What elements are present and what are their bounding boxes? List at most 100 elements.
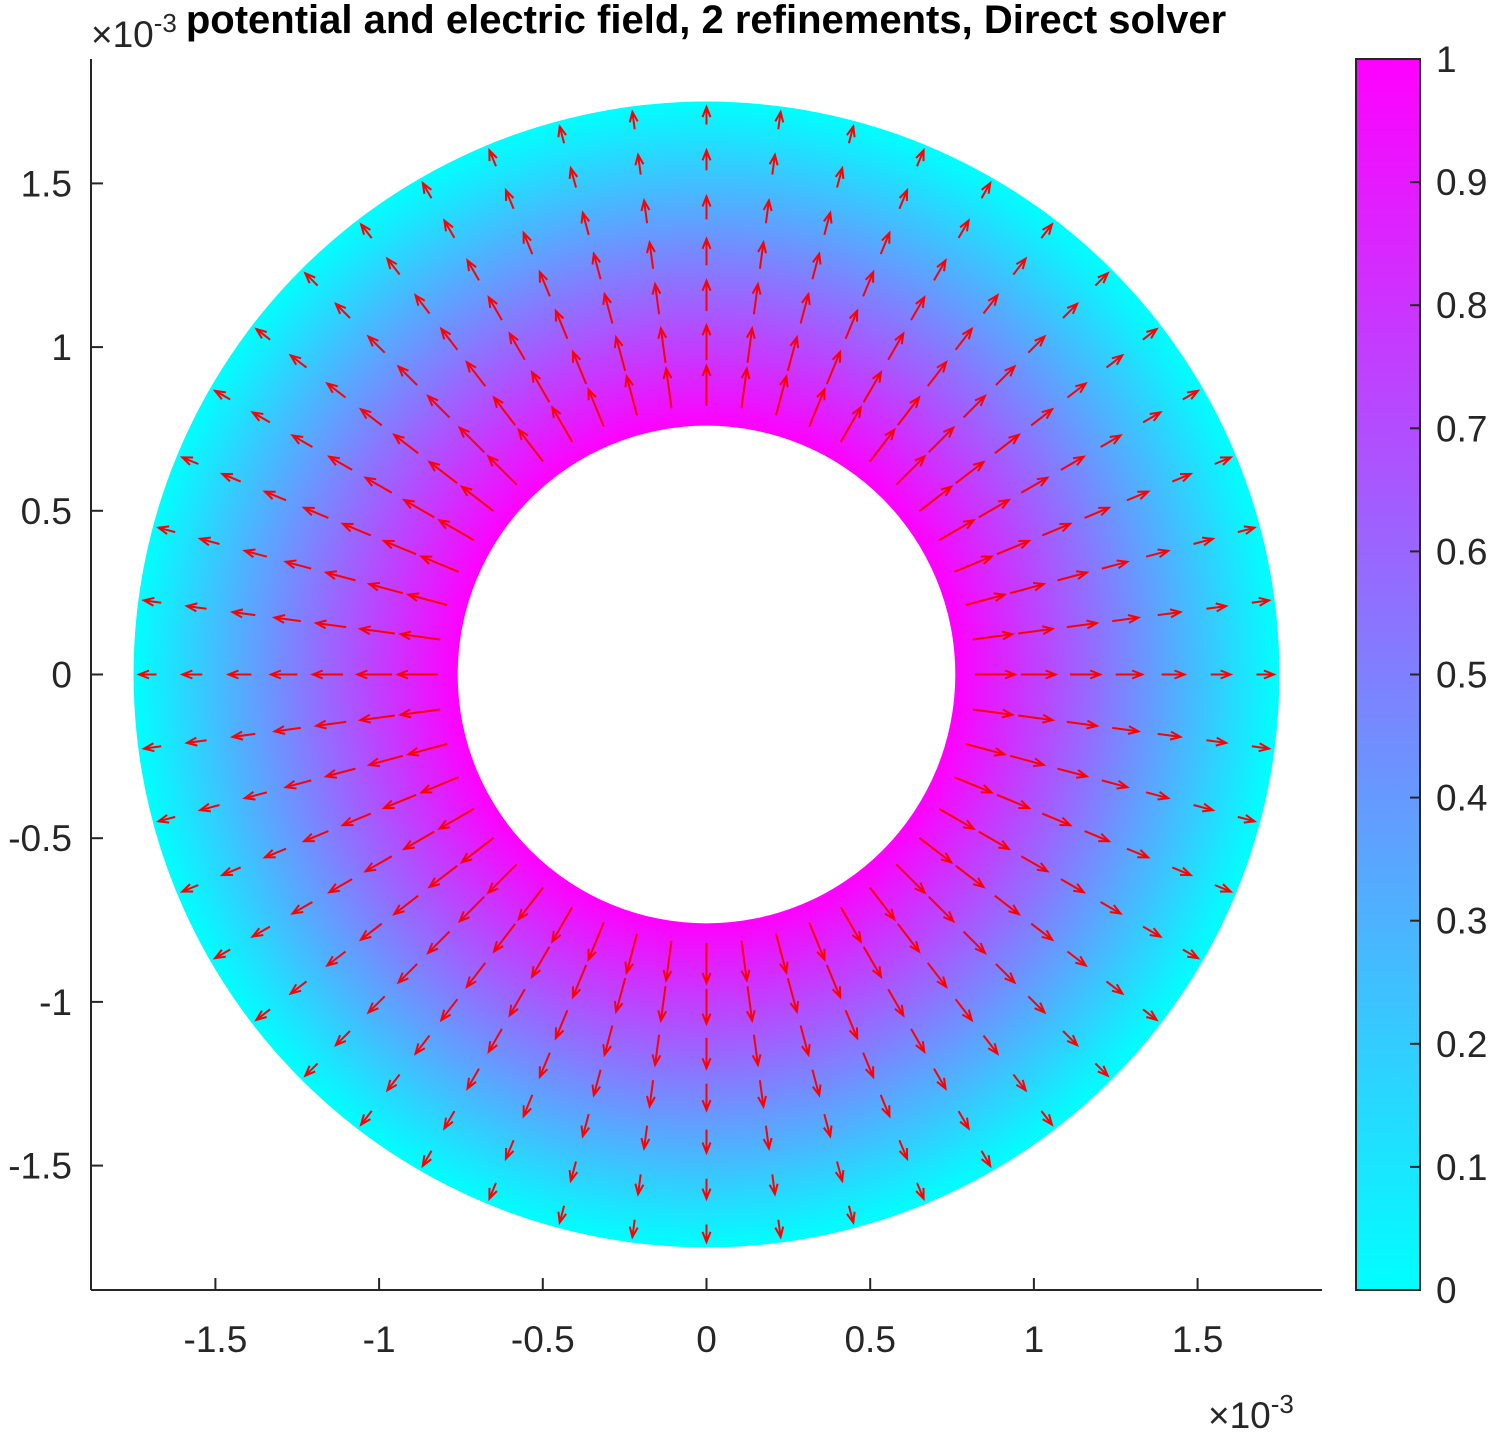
field-arrow [1171,472,1194,483]
field-arrow [862,269,875,297]
field-arrow [1112,614,1142,624]
field-arrow [933,258,947,281]
field-arrow [701,1224,712,1245]
field-arrow [136,669,157,680]
field-arrow [869,886,896,922]
field-arrow [401,498,435,519]
field-arrow [466,1068,480,1091]
field-arrow [640,1125,651,1152]
field-arrow [1145,790,1171,801]
field-arrow [1009,754,1047,768]
field-arrow [587,922,605,962]
field-arrow [492,923,516,954]
field-arrow [1100,434,1123,448]
field-arrow [1214,883,1234,893]
field-arrow [288,980,308,996]
field-arrow [657,325,668,364]
field-arrow [250,411,271,424]
field-arrow [740,940,751,983]
field-arrow [927,895,956,924]
field-arrow [646,1080,656,1110]
field-arrow [640,197,651,224]
field-arrow [271,614,301,624]
field-arrow [398,708,441,719]
field-arrow [978,498,1012,519]
field-arrow [381,539,417,556]
field-arrow [359,222,373,239]
field-arrow [1012,256,1028,276]
field-arrow [313,619,347,630]
field-arrow [1237,814,1258,824]
field-arrow [283,559,312,570]
field-arrow [602,1025,614,1058]
field-arrow [1020,476,1050,494]
field-arrow [197,802,220,813]
field-arrow [926,962,948,989]
field-arrow [486,863,518,895]
field-arrow [437,807,475,831]
field-arrow [392,433,419,455]
field-arrow [982,293,1000,315]
field-arrow [197,536,220,547]
field-arrow [757,239,767,269]
x-tick-label: 1 [1024,1319,1045,1360]
field-arrow [459,485,495,512]
field-arrow [1020,855,1050,873]
field-arrow [1171,866,1194,877]
field-arrow [271,725,301,735]
field-arrow [141,742,162,753]
field-arrow [504,1139,515,1162]
colorbar-gradient [1355,58,1421,1291]
field-arrow [1142,327,1159,341]
field-arrow [550,906,574,944]
field-arrow [557,1205,567,1226]
field-arrow [1027,995,1047,1015]
field-arrow [786,977,800,1015]
field-arrow [768,152,779,175]
field-arrow [530,946,551,980]
field-arrow [1214,456,1234,466]
field-arrow [405,743,448,757]
field-arrow [745,985,756,1024]
field-arrow [933,1068,947,1091]
x-tick-label: -1 [363,1319,396,1360]
field-arrow [1094,1062,1110,1078]
field-arrow [954,555,994,573]
field-arrow [915,147,925,167]
field-arrow [844,308,859,340]
field-arrow [1105,980,1125,996]
field-arrow [443,1110,456,1131]
y-tick-label: -0.5 [8,818,72,859]
field-arrow [250,925,271,938]
field-arrow [439,326,459,351]
chart-title: potential and electric field, 2 refineme… [186,0,1226,42]
field-arrow [634,1174,645,1197]
field-arrow [326,878,353,894]
field-arrow [568,165,579,188]
field-arrow [1142,925,1163,938]
field-arrow [1062,302,1079,319]
field-arrow [651,1034,662,1068]
field-arrow [254,327,271,341]
field-arrow [301,506,329,519]
x-tick-label: -0.5 [511,1319,575,1360]
field-arrow [530,369,551,403]
field-arrow [768,1174,779,1197]
field-arrow [325,381,347,399]
field-arrow [179,883,199,893]
field-arrow [898,187,909,210]
field-arrow [591,251,602,280]
field-arrow [1017,713,1056,724]
field-arrow [808,922,826,962]
field-arrow [413,293,431,315]
field-arrow [910,294,926,321]
colorbar-tick-label: 0.2 [1436,1024,1487,1065]
field-arrow [628,1219,639,1240]
field-arrow [701,1129,712,1156]
y-tick-label: 1.5 [21,163,72,204]
field-arrow [366,581,404,595]
field-arrow [358,407,383,427]
field-arrow [381,793,417,810]
field-arrow [1066,381,1088,399]
